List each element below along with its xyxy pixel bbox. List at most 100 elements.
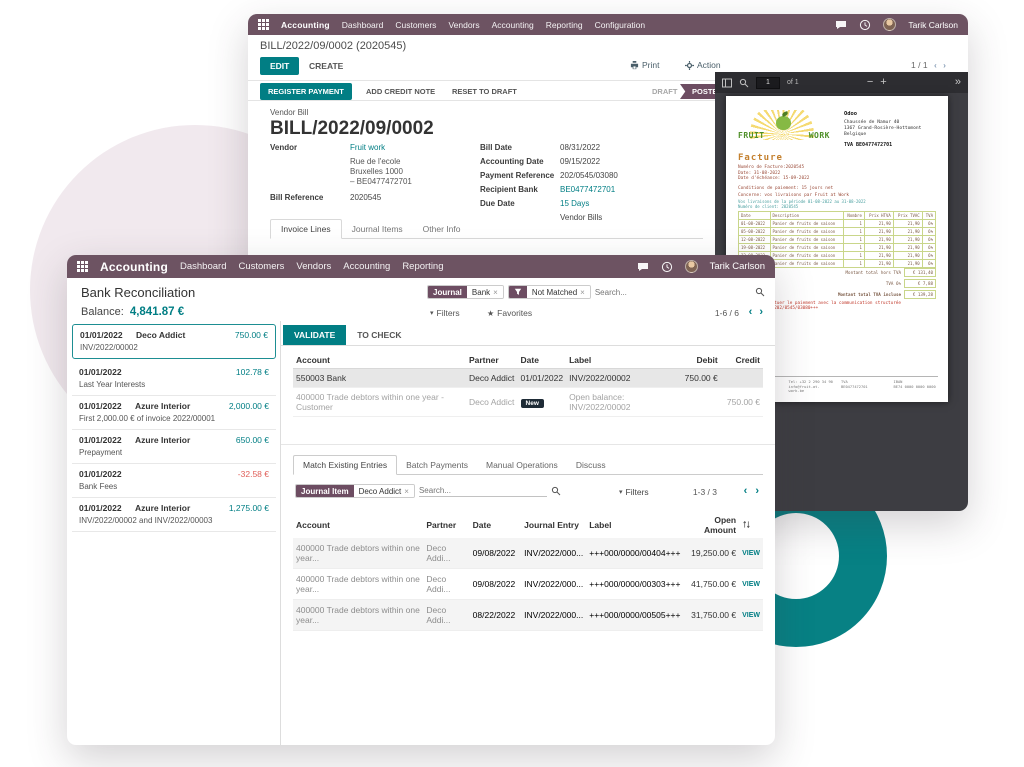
vendor-link[interactable]: Fruit work [350,143,386,152]
menu-reporting[interactable]: Reporting [402,261,444,272]
app-title[interactable]: Accounting [281,19,330,30]
filters-menu[interactable]: ▾ Filters [430,308,460,318]
bill-date-value[interactable]: 08/31/2022 [560,143,601,152]
register-payment-button[interactable]: REGISTER PAYMENT [260,83,352,100]
pdf-page-input[interactable] [756,76,780,89]
state-draft[interactable]: DRAFT [652,87,678,96]
view-button[interactable]: VIEW [739,599,763,631]
line-amount: 750.00 € [234,330,268,340]
menu-accounting[interactable]: Accounting [491,19,534,30]
facet-remove-icon[interactable]: × [493,287,498,297]
reset-to-draft-button[interactable]: RESET TO DRAFT [444,83,525,100]
apps-grid-icon[interactable] [258,19,269,30]
validate-button[interactable]: VALIDATE [283,325,347,345]
user-avatar[interactable] [684,260,698,273]
recipient-bank-value[interactable]: BE0477472701 [560,185,616,194]
entry-row-bank[interactable]: 550003 Bank Deco Addict 01/01/2022 INV/2… [293,368,763,388]
messages-icon[interactable] [637,261,649,273]
due-date-value[interactable]: 15 Days [560,199,590,208]
menu-configuration[interactable]: Configuration [594,19,646,30]
pdf-search-icon[interactable] [739,78,749,88]
print-menu[interactable]: Print [630,60,659,70]
user-name[interactable]: Tarik Carlson [908,19,958,30]
messages-icon[interactable] [835,19,847,31]
recon-navbar: Accounting Dashboard Customers Vendors A… [67,255,775,278]
to-check-button[interactable]: TO CHECK [357,330,402,340]
breadcrumb[interactable]: BILL/2022/09/0002 (2020545) [260,40,407,52]
accounting-date-value[interactable]: 09/15/2022 [560,157,601,166]
tab-journal-items[interactable]: Journal Items [351,224,403,234]
activities-clock-icon[interactable] [859,19,871,31]
payment-reference-value[interactable]: 202/0545/03080 [560,171,618,180]
statement-line[interactable]: 01/01/2022 Azure Interior 2,000.00 € Fir… [72,396,276,430]
user-avatar[interactable] [883,18,897,31]
tab-batch-payments[interactable]: Batch Payments [406,460,468,470]
statement-line[interactable]: 01/01/2022 Azure Interior 1,275.00 € INV… [72,498,276,532]
tab-match-existing-entries[interactable]: Match Existing Entries [293,455,398,475]
facet-remove-icon[interactable]: × [404,486,409,496]
menu-reporting[interactable]: Reporting [545,19,583,30]
pdf-zoom-out-icon[interactable]: − [866,76,874,88]
tab-discuss[interactable]: Discuss [575,460,606,470]
pager-next-icon[interactable]: › [943,60,946,70]
tab-invoice-lines[interactable]: Invoice Lines [270,219,342,239]
search-input[interactable] [594,287,751,297]
apps-grid-icon[interactable] [77,261,88,272]
match-filters-menu[interactable]: ▾ Filters [619,487,649,497]
line-partner [135,469,219,479]
invoice-recipient-block: Odoo Chaussée de Namur 40 1367 Grand-Ros… [844,111,921,148]
view-button[interactable]: VIEW [739,538,763,569]
search-icon[interactable] [551,486,561,496]
vendor-label: Vendor [270,143,298,152]
pdf-sidebar-toggle-icon[interactable] [722,78,732,88]
match-row[interactable]: 400000 Trade debtors within one year... … [293,538,763,569]
create-button[interactable]: CREATE [300,57,352,75]
menu-customers[interactable]: Customers [238,261,285,272]
pager-prev-icon[interactable]: ‹ [933,60,937,70]
journal-value[interactable]: Vendor Bills [560,213,603,222]
edit-button[interactable]: EDIT [260,57,300,75]
menu-vendors[interactable]: Vendors [296,261,332,272]
sort-icon[interactable] [742,520,751,529]
matching-tabs: Match Existing Entries Batch Payments Ma… [293,452,763,475]
search-icon[interactable] [755,287,765,297]
favorites-menu[interactable]: ★ Favorites [487,308,532,318]
action-menu[interactable]: Action [685,60,721,70]
due-date-field: Due Date 15 Days [480,199,705,209]
pager-next-icon[interactable]: › [755,485,759,497]
menu-dashboard[interactable]: Dashboard [180,261,227,272]
recon-control-panel: Bank Reconciliation Journal Bank × Not M… [67,278,775,322]
menu-dashboard[interactable]: Dashboard [341,19,384,30]
bill-right-fields: Bill Date 08/31/2022 Accounting Date 09/… [480,143,705,227]
activities-clock-icon[interactable] [661,261,673,273]
tab-manual-operations[interactable]: Manual Operations [485,460,558,470]
add-credit-note-button[interactable]: ADD CREDIT NOTE [358,83,443,100]
menu-customers[interactable]: Customers [395,19,437,30]
menu-vendors[interactable]: Vendors [448,19,480,30]
app-title[interactable]: Accounting [100,259,168,274]
statement-line[interactable]: 01/01/2022 Deco Addict 750.00 € INV/2022… [72,324,276,359]
menu-accounting[interactable]: Accounting [343,261,391,272]
user-name[interactable]: Tarik Carlson [709,261,765,272]
statement-line[interactable]: 01/01/2022 Azure Interior 650.00 € Prepa… [72,430,276,464]
match-search-input[interactable] [418,485,547,497]
star-icon: ★ [487,308,495,318]
cell-partner: Deco Addict [468,397,515,407]
statement-line[interactable]: 01/01/2022 -32.58 € Bank Fees [72,464,276,498]
pager-next-icon[interactable]: › [759,306,763,318]
col-label: Label [589,520,612,530]
pager-prev-icon[interactable]: ‹ [743,485,748,497]
facet-remove-icon[interactable]: × [580,287,585,297]
tab-other-info[interactable]: Other Info [422,224,461,234]
bill-reference-value[interactable]: 2020545 [350,193,382,202]
view-button[interactable]: VIEW [739,568,763,600]
due-date-label: Due Date [480,199,515,208]
match-row[interactable]: 400000 Trade debtors within one year... … [293,568,763,600]
entry-row-open-balance[interactable]: 400000 Trade debtors within one year - C… [293,388,763,417]
statement-line[interactable]: 01/01/2022 102.78 € Last Year Interests [72,362,276,396]
pdf-zoom-in-icon[interactable]: + [880,76,887,88]
line-date: 01/01/2022 [79,435,122,445]
match-row[interactable]: 400000 Trade debtors within one year... … [293,599,763,631]
pager-prev-icon[interactable]: ‹ [748,306,753,318]
pdf-more-tools-icon[interactable]: » [954,76,961,88]
